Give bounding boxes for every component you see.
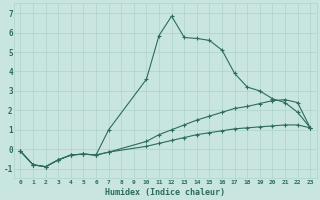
X-axis label: Humidex (Indice chaleur): Humidex (Indice chaleur) [105,188,225,197]
